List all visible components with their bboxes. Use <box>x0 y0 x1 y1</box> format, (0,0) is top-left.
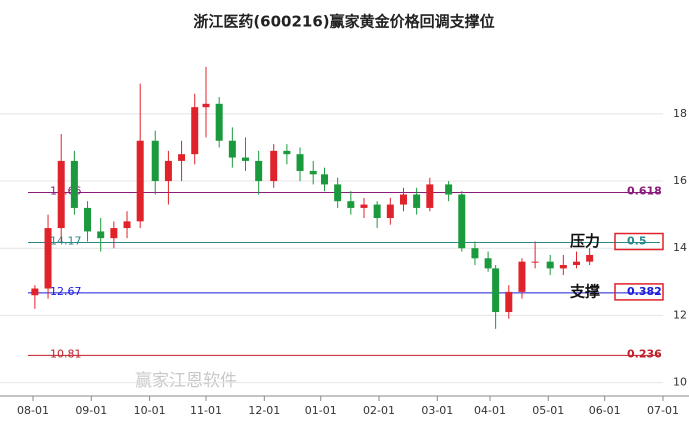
y-tick-label: 16 <box>673 174 687 187</box>
annotation: 压力 <box>570 232 600 250</box>
x-tick-label: 02-01 <box>363 404 395 417</box>
candle-body <box>572 261 580 266</box>
candle-body <box>347 201 355 208</box>
candle-body <box>413 194 421 208</box>
fib-price-label: 10.81 <box>50 347 82 360</box>
candle-body <box>255 160 263 182</box>
candle-body <box>191 107 199 155</box>
candle-body <box>97 231 105 239</box>
candle-body <box>242 157 250 161</box>
candle-body <box>546 261 554 269</box>
candle-body <box>215 103 223 141</box>
candle-body <box>426 184 434 208</box>
candle-body <box>164 160 172 182</box>
y-tick-label: 14 <box>673 241 687 254</box>
x-tick-label: 03-01 <box>421 404 453 417</box>
candle-body <box>151 140 159 182</box>
x-tick-label: 01-01 <box>305 404 337 417</box>
x-tick-label: 10-01 <box>134 404 166 417</box>
candle-body <box>471 248 479 259</box>
fib-ratio-label: 0.5 <box>627 235 647 248</box>
candle-body <box>136 140 144 222</box>
fib-ratio-label: 0.236 <box>627 347 662 360</box>
candle-body <box>123 221 131 229</box>
candle-body <box>110 228 118 239</box>
candle-body <box>518 261 526 292</box>
x-tick-label: 11-01 <box>190 404 222 417</box>
candle-body <box>31 288 39 296</box>
candle-body <box>309 170 317 175</box>
candle-body <box>178 154 186 161</box>
fib-ratio-label: 0.618 <box>627 184 662 197</box>
highlight-box <box>614 283 664 301</box>
candle-body <box>559 265 567 269</box>
candle-body <box>228 140 236 158</box>
candle-body <box>270 150 278 182</box>
candle-body <box>386 204 394 218</box>
chart-title: 浙江医药(600216)赢家黄金价格回调支撑位 <box>193 13 494 31</box>
x-tick-label: 12-01 <box>248 404 280 417</box>
candle-body <box>283 150 291 155</box>
candle-body <box>320 174 328 185</box>
x-tick-label: 04-01 <box>474 404 506 417</box>
watermark: 赢家江恩软件 <box>135 371 237 391</box>
fib-ratio-label: 0.382 <box>627 285 662 298</box>
candle-body <box>84 207 92 232</box>
candle-body <box>44 228 52 289</box>
candle-body <box>296 154 304 171</box>
candle-body <box>586 254 594 262</box>
candle-body <box>360 204 368 208</box>
y-tick-label: 12 <box>673 308 687 321</box>
candle-body <box>57 160 65 229</box>
y-tick-label: 10 <box>673 376 687 389</box>
x-tick-label: 09-01 <box>75 404 107 417</box>
candle-body <box>202 103 210 108</box>
candle-body <box>505 291 513 313</box>
y-tick-label: 18 <box>673 107 687 120</box>
candle-body <box>458 194 466 249</box>
x-tick-label: 06-01 <box>589 404 621 417</box>
highlight-box <box>614 232 664 251</box>
annotation: 支撑 <box>569 282 600 300</box>
candle-body <box>484 258 492 269</box>
x-tick-label: 07-01 <box>647 404 679 417</box>
candle-body <box>373 204 381 218</box>
candle-body <box>70 160 78 208</box>
candle-body <box>334 184 342 202</box>
fib-price-label: 14.17 <box>50 235 82 248</box>
candle-body <box>445 184 453 195</box>
candle-body <box>492 268 500 313</box>
candle-body <box>399 194 407 205</box>
x-tick-label: 08-01 <box>17 404 49 417</box>
fib-price-label: 12.67 <box>50 285 82 298</box>
x-tick-label: 05-01 <box>532 404 564 417</box>
candle-body <box>531 261 539 263</box>
